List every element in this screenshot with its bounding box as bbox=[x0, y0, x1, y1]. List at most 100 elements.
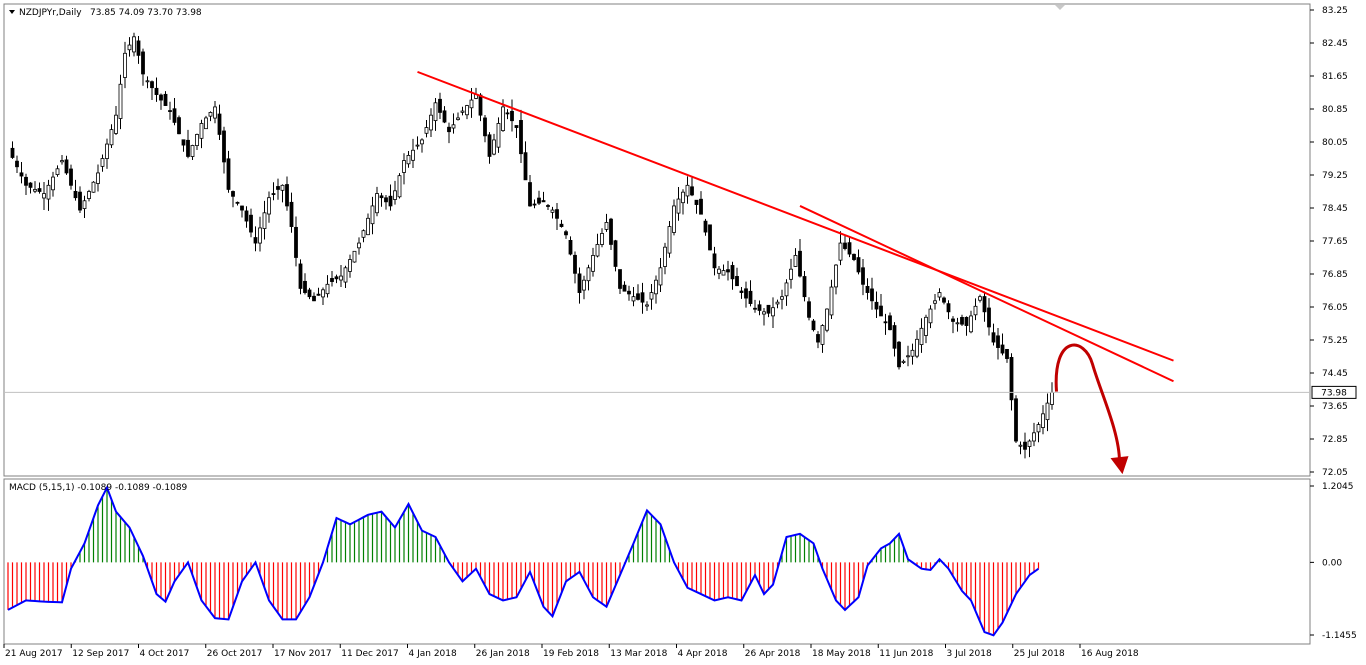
candle-body bbox=[735, 276, 739, 287]
candle-body bbox=[843, 242, 847, 249]
candle-body bbox=[906, 355, 910, 358]
macd-tick-label: 1.2045 bbox=[1322, 482, 1354, 492]
candle-body bbox=[222, 130, 226, 163]
candle-body bbox=[316, 293, 321, 296]
candle-body bbox=[402, 160, 406, 173]
candle-body bbox=[618, 269, 622, 289]
candle-body bbox=[730, 265, 735, 280]
candle-body bbox=[1041, 413, 1045, 428]
candle-body bbox=[208, 112, 213, 117]
scroll-marker-icon[interactable] bbox=[1055, 5, 1065, 10]
candle-body bbox=[816, 334, 820, 343]
candle-body bbox=[213, 106, 217, 119]
price-tick-label: 73.65 bbox=[1322, 402, 1348, 412]
date-tick-label: 4 Jan 2018 bbox=[409, 649, 457, 659]
candle-body bbox=[636, 293, 640, 300]
trendline bbox=[417, 70, 1174, 362]
candle-body bbox=[928, 308, 933, 324]
candle-body bbox=[888, 315, 892, 331]
candle-body bbox=[919, 327, 924, 346]
candle-body bbox=[127, 44, 132, 51]
candle-body bbox=[1014, 398, 1018, 442]
candle-body bbox=[276, 186, 280, 190]
candle-body bbox=[685, 184, 690, 197]
candle-body bbox=[172, 108, 177, 123]
candle-body bbox=[721, 270, 726, 276]
candle-body bbox=[825, 308, 829, 331]
candle-body bbox=[168, 110, 172, 112]
candle-body bbox=[105, 143, 109, 159]
candle-body bbox=[460, 110, 465, 113]
price-axis-labels: 83.25 82.45 81.65 80.85 80.05 79.25 78.45 77.65… bbox=[1310, 6, 1348, 478]
candle-body bbox=[541, 200, 546, 203]
candle-body bbox=[811, 320, 816, 331]
candle-body bbox=[1036, 424, 1041, 433]
candle-body bbox=[42, 193, 46, 199]
candle-body bbox=[573, 254, 577, 274]
candle-body bbox=[793, 255, 798, 267]
candle-body bbox=[892, 325, 897, 349]
candle-body bbox=[897, 341, 901, 368]
candle-body bbox=[420, 139, 424, 145]
price-tick-label: 75.25 bbox=[1322, 336, 1348, 346]
candle-body bbox=[258, 227, 262, 244]
candle-body bbox=[375, 193, 379, 214]
candle-body bbox=[789, 268, 793, 280]
date-tick-label: 19 Feb 2018 bbox=[543, 649, 599, 659]
candle-body bbox=[487, 134, 492, 157]
candle-body bbox=[847, 242, 852, 255]
candle-body bbox=[582, 279, 586, 291]
price-panel bbox=[3, 3, 1311, 477]
candle-body bbox=[307, 289, 312, 298]
candle-body bbox=[280, 184, 285, 191]
candle-body bbox=[406, 155, 411, 165]
candle-body bbox=[640, 292, 645, 303]
macd-panel bbox=[3, 478, 1311, 645]
candle-body bbox=[123, 52, 127, 78]
macd-signal-line bbox=[7, 485, 1040, 637]
date-tick-label: 26 Apr 2018 bbox=[745, 649, 801, 659]
candle-body bbox=[442, 110, 447, 123]
candle-body bbox=[546, 205, 550, 207]
candle-body bbox=[856, 257, 861, 273]
candle-body bbox=[159, 94, 163, 101]
candle-body bbox=[775, 301, 780, 305]
candle-body bbox=[51, 176, 55, 191]
candle-body bbox=[519, 120, 523, 155]
candle-body bbox=[910, 349, 915, 357]
candle-body bbox=[514, 125, 519, 128]
candle-body bbox=[361, 230, 366, 238]
candle-body bbox=[357, 242, 361, 249]
candle-body bbox=[456, 117, 460, 120]
candle-body bbox=[987, 307, 991, 328]
candle-body bbox=[154, 87, 159, 95]
candle-body bbox=[37, 188, 42, 192]
candle-body bbox=[798, 250, 802, 277]
candle-body bbox=[73, 190, 78, 199]
candle-body bbox=[982, 296, 987, 313]
candle-body bbox=[298, 263, 303, 289]
candle-body bbox=[933, 300, 937, 304]
date-tick-label: 17 Nov 2017 bbox=[274, 649, 332, 659]
date-tick-label: 12 Sep 2017 bbox=[72, 649, 129, 659]
candle-body bbox=[604, 222, 609, 230]
price-tick-label: 80.85 bbox=[1322, 105, 1348, 115]
candle-body bbox=[334, 276, 339, 280]
candle-body bbox=[163, 93, 168, 106]
candle-body bbox=[325, 283, 330, 295]
candle-body bbox=[834, 264, 838, 288]
candle-body bbox=[784, 282, 789, 297]
candle-body bbox=[1050, 391, 1054, 405]
candle-body bbox=[694, 199, 699, 205]
candle-body bbox=[496, 123, 501, 148]
candle-body bbox=[973, 305, 978, 316]
date-axis-labels: 21 Aug 2017 12 Sep 2017 4 Oct 2017 26 Oct 2… bbox=[3, 644, 1139, 659]
price-tick-label: 81.65 bbox=[1322, 72, 1348, 82]
ohlc-header: 73.85 74.09 73.70 73.98 bbox=[90, 8, 202, 18]
candle-body bbox=[91, 181, 96, 193]
candle-body bbox=[469, 99, 474, 109]
price-tick-label: 78.45 bbox=[1322, 204, 1348, 214]
candle-body bbox=[852, 253, 856, 260]
candle-body bbox=[969, 315, 973, 333]
